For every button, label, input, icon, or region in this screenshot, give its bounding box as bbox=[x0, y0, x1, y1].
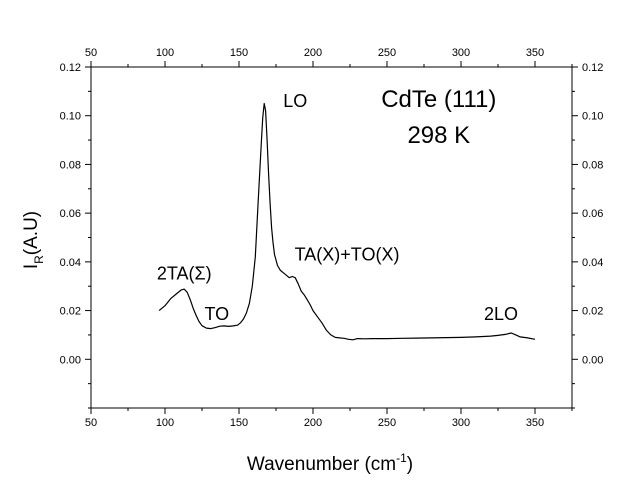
annotation-label: LO bbox=[283, 91, 307, 111]
x-tick-label-top: 250 bbox=[378, 47, 396, 59]
y-tick-label-right: 0.12 bbox=[582, 62, 603, 74]
annotation-label: TO bbox=[204, 304, 229, 324]
y-tick-label-right: 0.00 bbox=[582, 354, 603, 366]
x-tick-label-bottom: 250 bbox=[378, 417, 396, 429]
axis-ticks bbox=[85, 61, 578, 414]
x-tick-label-bottom: 350 bbox=[526, 417, 544, 429]
y-tick-label-right: 0.04 bbox=[582, 257, 603, 269]
annotation-label: 2TA(Σ) bbox=[157, 264, 212, 284]
plot-frame bbox=[90, 66, 573, 409]
spectrum-line bbox=[158, 102, 536, 341]
x-tick-label-top: 300 bbox=[452, 47, 470, 59]
x-tick-label-bottom: 200 bbox=[304, 417, 322, 429]
y-axis-title-rest: (A.U) bbox=[21, 211, 42, 255]
x-tick-label-bottom: 50 bbox=[85, 417, 97, 429]
x-tick-label-bottom: 300 bbox=[452, 417, 470, 429]
y-tick-label-left: 0.12 bbox=[60, 62, 81, 74]
x-axis-title-close: ) bbox=[407, 454, 413, 475]
x-tick-label-top: 100 bbox=[156, 47, 174, 59]
y-tick-label-left: 0.10 bbox=[60, 111, 81, 123]
y-tick-label-right: 0.06 bbox=[582, 208, 603, 220]
x-tick-label-bottom: 100 bbox=[156, 417, 174, 429]
series-layer bbox=[158, 102, 536, 341]
x-axis-title: Wavenumber (cm-1) bbox=[247, 451, 413, 475]
x-axis-title-sup: -1 bbox=[396, 451, 407, 465]
x-axis-title-main: Wavenumber (cm bbox=[247, 454, 396, 475]
y-tick-label-left: 0.08 bbox=[60, 159, 81, 171]
x-tick-label-bottom: 150 bbox=[230, 417, 248, 429]
x-tick-label-top: 350 bbox=[526, 47, 544, 59]
y-tick-label-right: 0.08 bbox=[582, 159, 603, 171]
y-tick-label-left: 0.06 bbox=[60, 208, 81, 220]
annotation-label: 298 K bbox=[407, 122, 470, 149]
annotation-label: CdTe (111) bbox=[381, 86, 496, 113]
x-tick-label-top: 200 bbox=[304, 47, 322, 59]
y-axis-title-main: I bbox=[21, 264, 42, 269]
x-tick-label-top: 50 bbox=[85, 47, 97, 59]
annotation-label: TA(X)+TO(X) bbox=[295, 245, 400, 265]
y-axis-title: IR(A.U) bbox=[21, 211, 46, 269]
tick-labels: 50 50 100 100 150 150 200 200 250 250 300 300 350 350… bbox=[60, 47, 604, 429]
annotations: CdTe (111) 298 K LO 2TA(Σ) TO TA(X)+TO(X) 2LO bbox=[157, 86, 518, 324]
y-axis-title-sub: R bbox=[32, 255, 46, 264]
y-tick-label-right: 0.10 bbox=[582, 111, 603, 123]
y-tick-label-left: 0.02 bbox=[60, 306, 81, 318]
annotation-label: 2LO bbox=[484, 304, 518, 324]
y-tick-label-left: 0.04 bbox=[60, 257, 81, 269]
y-tick-label-right: 0.02 bbox=[582, 306, 603, 318]
y-tick-label-left: 0.00 bbox=[60, 354, 81, 366]
x-tick-label-top: 150 bbox=[230, 47, 248, 59]
